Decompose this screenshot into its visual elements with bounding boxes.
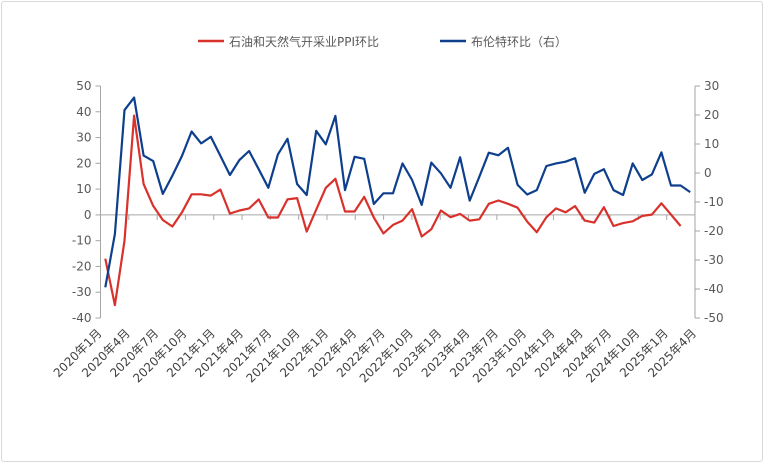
right-axis-tick-label: 30 [704, 79, 719, 93]
left-axis-tick-label: 30 [76, 131, 91, 145]
left-axis-tick-label: 40 [76, 105, 91, 119]
right-axis-tick-label: 0 [704, 166, 712, 180]
right-axis-tick-label: -20 [704, 224, 724, 238]
left-axis-tick-label: 0 [84, 208, 92, 222]
left-axis-tick-label: -20 [72, 259, 92, 273]
left-axis-tick-label: -10 [72, 234, 92, 248]
left-axis-tick-label: -40 [72, 311, 92, 325]
left-axis-tick-label: 50 [76, 79, 91, 93]
right-axis-tick-label: -50 [704, 311, 724, 325]
right-axis-tick-label: -30 [704, 253, 724, 267]
legend-label-brent: 布伦特环比（右） [471, 34, 567, 49]
left-axis-tick-label: -30 [72, 285, 92, 299]
legend: 石油和天然气开采业PPI环比 布伦特环比（右） [198, 34, 567, 49]
right-axis-tick-label: -10 [704, 195, 724, 209]
left-axis-tick-label: 10 [76, 182, 91, 196]
legend-label-ppi: 石油和天然气开采业PPI环比 [229, 34, 379, 49]
right-axis-tick-label: 10 [704, 137, 719, 151]
right-axis-tick-label: 20 [704, 108, 719, 122]
ppi-series-line [104, 114, 682, 307]
right-axis-tick-label: -40 [704, 282, 724, 296]
left-axis-tick-label: 20 [76, 156, 91, 170]
brent-series-line [104, 96, 691, 288]
